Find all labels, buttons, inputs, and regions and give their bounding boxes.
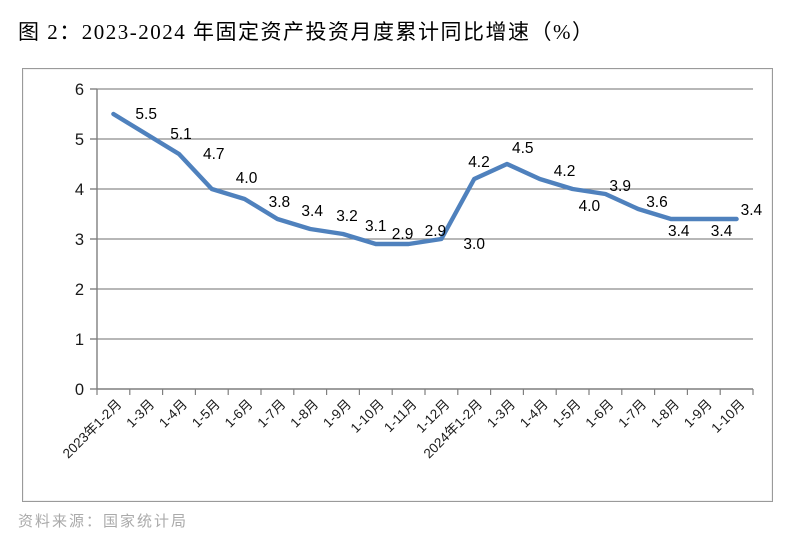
series-line [111,111,739,247]
svg-text:1-5月: 1-5月 [550,397,584,431]
svg-text:4.7: 4.7 [203,146,225,163]
svg-text:5.1: 5.1 [170,126,192,143]
svg-text:0: 0 [75,381,84,399]
svg-text:5.5: 5.5 [135,106,157,123]
svg-text:1-4月: 1-4月 [517,397,551,431]
svg-text:1-6月: 1-6月 [222,397,256,431]
svg-text:6: 6 [75,81,84,99]
svg-text:2: 2 [75,281,84,299]
svg-text:4.2: 4.2 [468,154,490,171]
svg-text:4: 4 [75,181,84,199]
svg-text:1-11月: 1-11月 [381,397,420,436]
svg-text:1-8月: 1-8月 [287,397,321,431]
svg-text:1-10月: 1-10月 [348,397,387,436]
svg-text:3.4: 3.4 [711,223,733,240]
svg-text:2023年1-2月: 2023年1-2月 [60,397,125,462]
gridlines [97,88,753,340]
figure-title: 图 2：2023-2024 年固定资产投资月度累计同比增速（%） [18,20,595,44]
svg-text:2.9: 2.9 [392,226,414,243]
svg-text:3.4: 3.4 [741,202,763,219]
svg-text:1-7月: 1-7月 [255,397,289,431]
data-labels: 5.5 5.1 4.7 4.0 3.8 3.4 3.2 3.1 2.9 2.9 3.0 4.2 4.5 4… [135,106,762,253]
svg-text:1-4月: 1-4月 [156,397,190,431]
x-tick-labels: 2023年1-2月1-3月1-4月1-5月1-6月1-7月1-8月1-9月1-1… [60,397,748,462]
svg-text:1-7月: 1-7月 [615,397,649,431]
svg-text:1: 1 [75,331,84,349]
svg-text:4.0: 4.0 [236,170,258,187]
svg-text:3.8: 3.8 [269,194,291,211]
x-axis [96,388,754,395]
y-tick-labels: 0 1 2 3 4 5 6 [75,81,84,399]
svg-text:1-3月: 1-3月 [123,397,157,431]
svg-text:1-8月: 1-8月 [648,397,682,431]
svg-text:1-5月: 1-5月 [189,397,223,431]
svg-text:1-3月: 1-3月 [484,397,518,431]
svg-text:4.5: 4.5 [512,140,534,157]
svg-text:3.9: 3.9 [609,178,631,195]
svg-text:3: 3 [75,231,84,249]
svg-text:5: 5 [75,131,84,149]
svg-text:1-6月: 1-6月 [583,397,617,431]
chart-container: 0 1 2 3 4 5 6 2023年1-2月 1-3月 1-4月 1-5月 1-6月 1-7月 1-8月… [22,68,773,502]
svg-text:3.4: 3.4 [668,223,690,240]
svg-text:4.2: 4.2 [554,163,576,180]
svg-text:2.9: 2.9 [425,223,447,240]
source-note: 资料来源：国家统计局 [18,514,189,530]
svg-text:3.1: 3.1 [365,218,387,235]
svg-text:3.6: 3.6 [646,194,668,211]
svg-text:3.0: 3.0 [463,236,485,253]
y-axis [90,88,98,390]
svg-text:1-10月: 1-10月 [708,397,747,436]
svg-text:3.4: 3.4 [301,203,323,220]
svg-text:3.2: 3.2 [336,208,358,225]
svg-text:4.0: 4.0 [579,198,601,215]
line-chart: 01234562023年1-2月1-3月1-4月1-5月1-6月1-7月1-8月… [60,81,763,462]
